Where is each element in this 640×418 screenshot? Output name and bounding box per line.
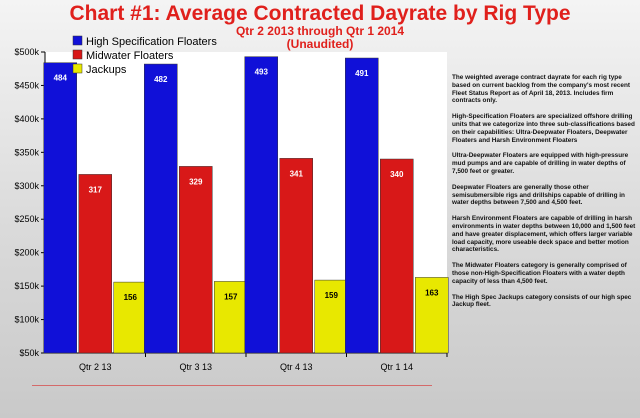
note-paragraph: The Midwater Floaters category is genera… [452, 262, 627, 285]
data-label: 491 [355, 69, 369, 78]
y-tick-label: $300k [14, 181, 39, 191]
bar [415, 277, 449, 354]
bar [380, 158, 414, 354]
note-paragraph: The weighted average contract dayrate fo… [452, 74, 631, 105]
data-label: 163 [425, 288, 439, 297]
bar [113, 281, 147, 354]
legend: High Specification Floaters Midwater Floa… [72, 35, 217, 76]
y-tick-label: $450k [14, 80, 39, 90]
x-tick-label: Qtr 2 13 [79, 362, 112, 372]
bar [345, 57, 379, 354]
note-paragraph: High-Specification Floaters are speciali… [452, 113, 635, 144]
note-paragraph: Harsh Environment Floaters are capable o… [452, 215, 636, 254]
chart-title: Chart #1: Average Contracted Dayrate by … [69, 2, 571, 25]
data-label: 157 [224, 292, 238, 301]
note-paragraph: Ultra-Deepwater Floaters are equipped wi… [452, 152, 629, 175]
bar [43, 62, 77, 354]
y-tick-label: $200k [14, 248, 39, 258]
note-paragraph: Deepwater Floaters are generally those o… [452, 183, 625, 207]
data-label: 341 [290, 169, 304, 178]
data-label: 329 [189, 177, 203, 186]
legend-swatch [72, 49, 83, 60]
data-label: 482 [154, 75, 168, 84]
y-tick-label: $50k [19, 348, 39, 358]
chart-subtitle: Qtr 2 2013 through Qtr 1 2014 (Unaudited… [0, 25, 640, 51]
y-tick-label: $500k [14, 47, 39, 57]
data-label: 340 [390, 170, 404, 179]
x-axis-ticks: Qtr 2 13 Qtr 3 13 Qtr 4 13 Qtr 1 14 [79, 353, 448, 372]
data-label: 493 [255, 68, 269, 77]
y-axis-ticks: $50k $100k $150k $200k $250k $300k $350k $400k $… [14, 47, 45, 358]
bar [314, 279, 348, 354]
bar [244, 56, 278, 354]
y-tick-label: $100k [14, 315, 39, 325]
y-tick-label: $250k [14, 214, 39, 224]
legend-label: High Specification Floaters [86, 36, 217, 48]
bar [144, 63, 178, 354]
data-label: 156 [124, 293, 138, 302]
note-paragraph: The High Spec Jackups category consists … [452, 293, 632, 309]
bar [279, 158, 313, 354]
data-label: 159 [325, 291, 339, 300]
data-label: 317 [89, 185, 103, 194]
y-tick-label: $400k [14, 114, 39, 124]
legend-label: Jackups [86, 64, 127, 76]
bars: 484 317 156 482 329 157 493 341 159 491 340 163 [43, 56, 449, 354]
y-tick-label: $150k [14, 281, 39, 291]
x-tick-label: Qtr 3 13 [179, 362, 212, 372]
subtitle-unaudited: (Unaudited) [286, 37, 354, 51]
bar [78, 174, 112, 354]
legend-swatch [72, 63, 83, 74]
x-tick-label: Qtr 1 14 [380, 362, 413, 372]
footer-divider [32, 385, 432, 386]
subtitle-period: Qtr 2 2013 through Qtr 1 2014 [235, 24, 405, 38]
legend-swatch [72, 35, 83, 46]
notes-panel: The weighted average contract dayrate fo… [452, 74, 640, 317]
bar [214, 281, 248, 354]
legend-label: Midwater Floaters [86, 50, 174, 62]
y-tick-label: $350k [14, 147, 39, 157]
data-label: 484 [54, 74, 68, 83]
x-tick-label: Qtr 4 13 [280, 362, 313, 372]
bar [179, 166, 213, 354]
